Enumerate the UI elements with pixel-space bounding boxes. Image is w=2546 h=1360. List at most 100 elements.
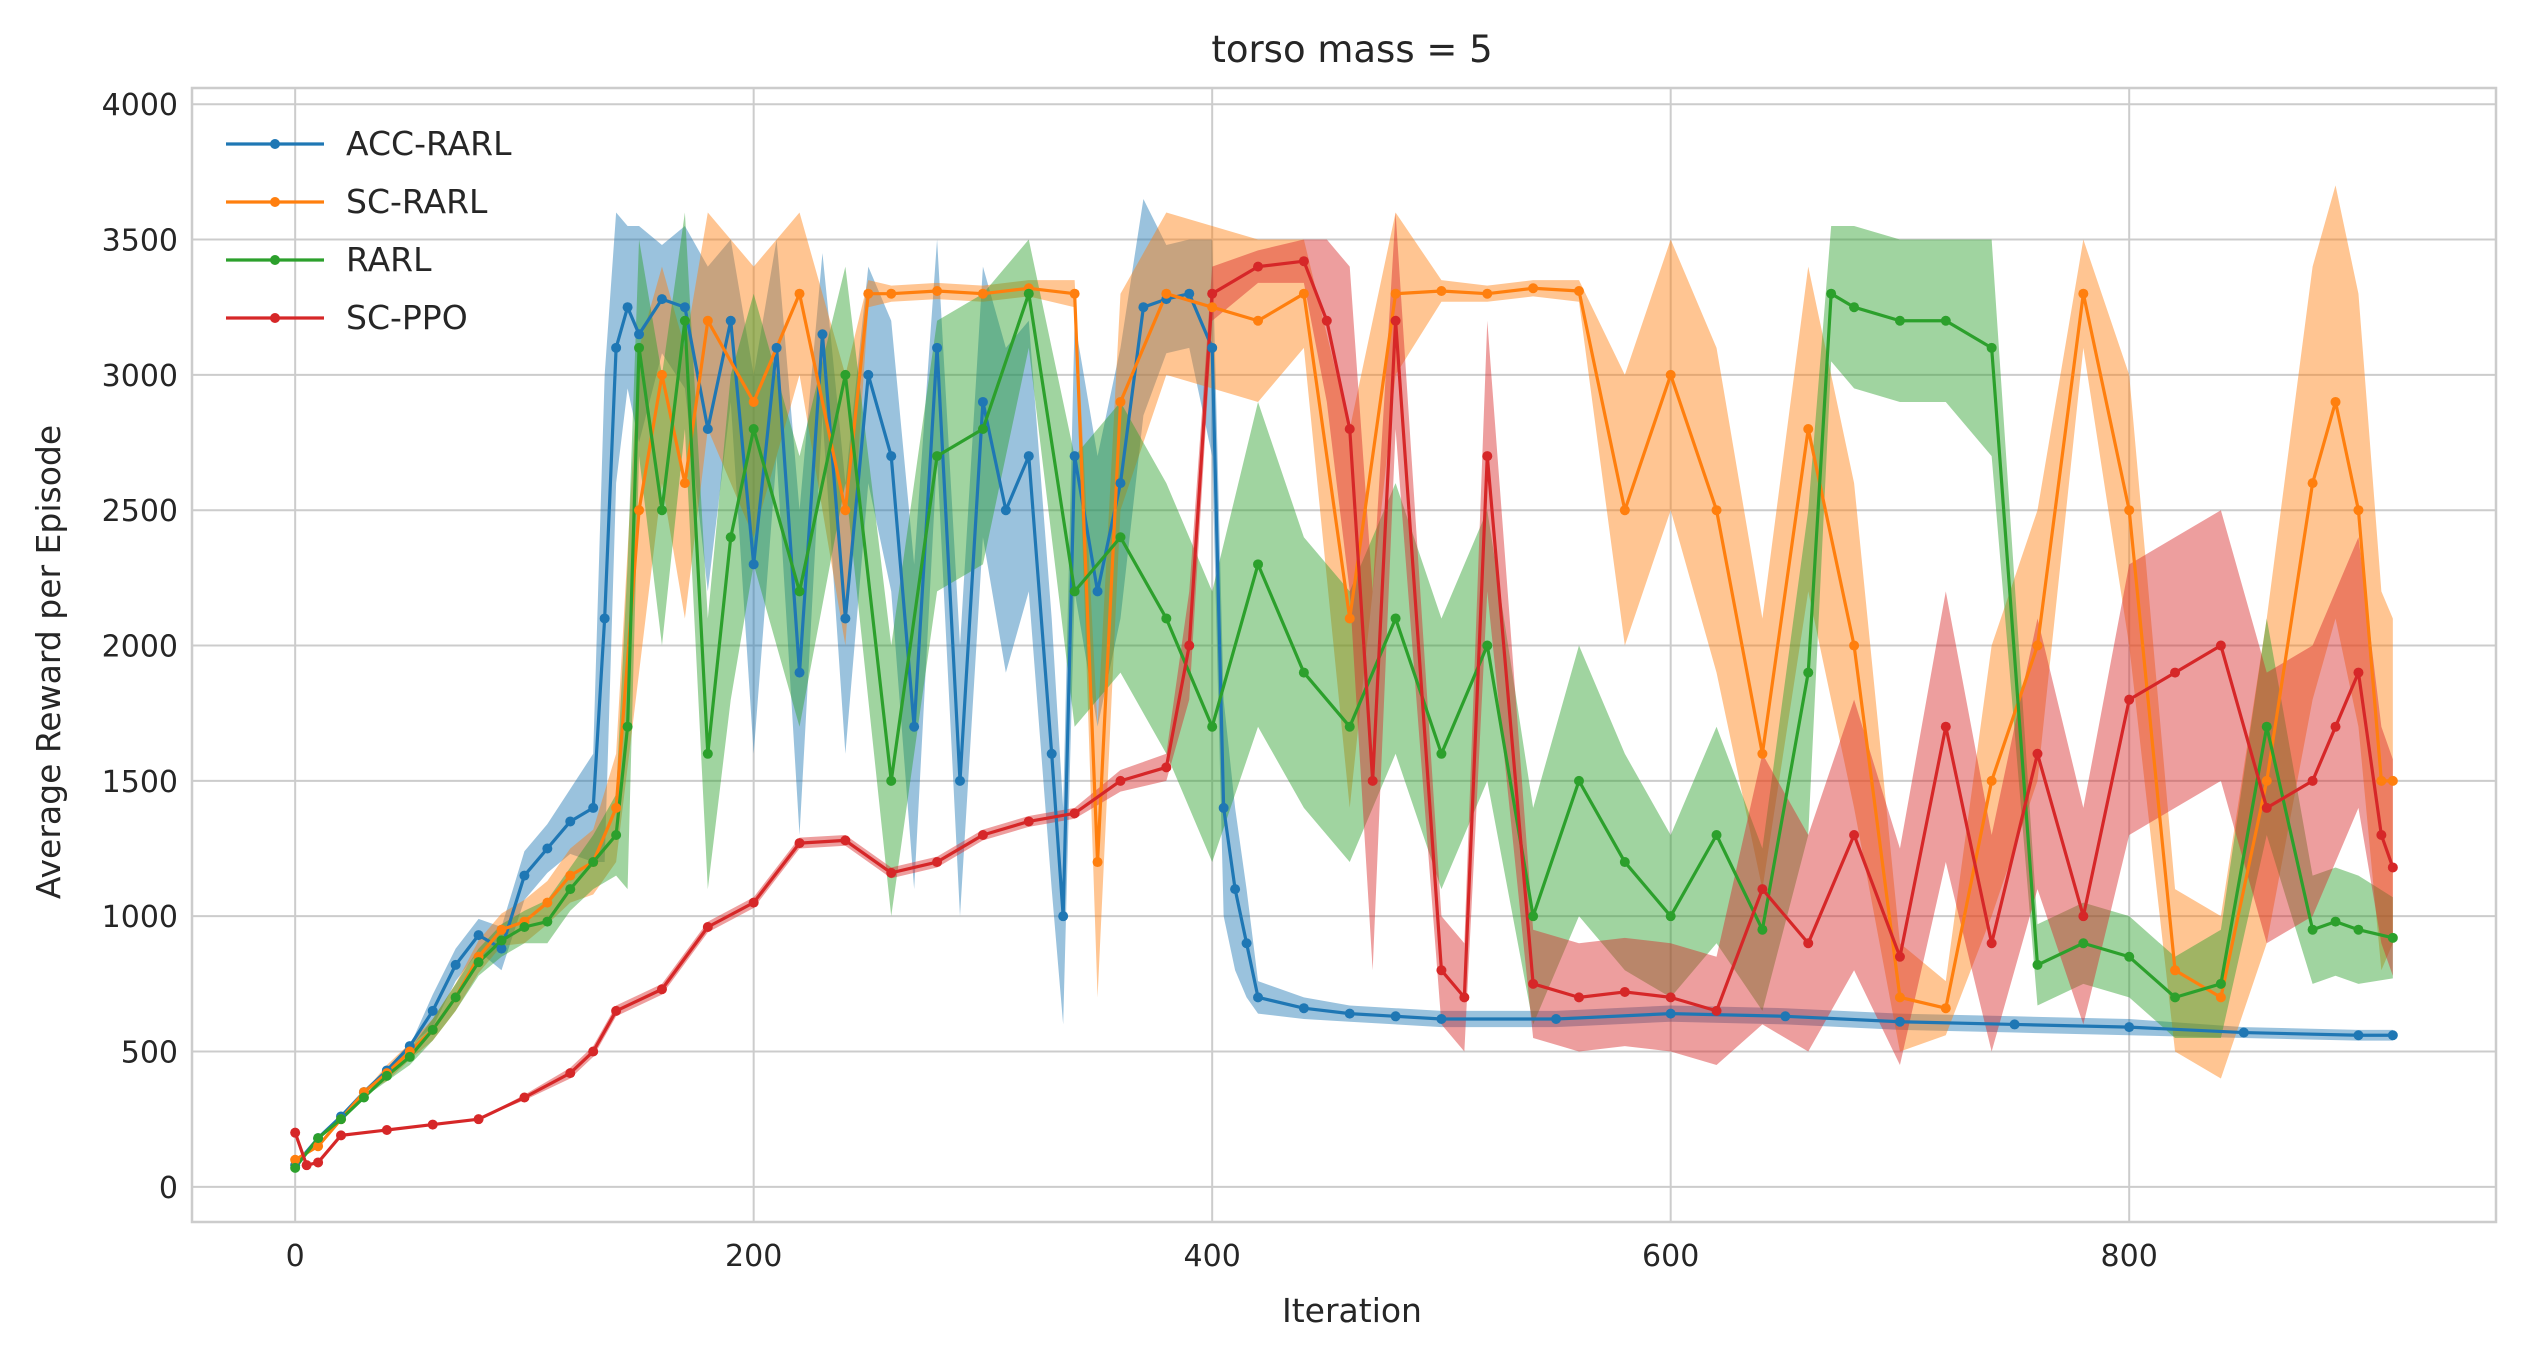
y-tick-label: 1000	[102, 900, 178, 935]
rarl-point	[1528, 911, 1539, 922]
y-tick-label: 2500	[102, 494, 178, 529]
sc-rarl-point	[2330, 396, 2341, 407]
sc-ppo-point	[1298, 256, 1309, 267]
sc-rarl-point	[2124, 505, 2135, 516]
rarl-point	[381, 1070, 392, 1081]
sc-rarl-point	[702, 315, 713, 326]
acc-rarl-point	[473, 930, 484, 941]
sc-ppo-point	[1390, 315, 1401, 326]
sc-ppo-point	[2376, 829, 2387, 840]
sc-ppo-point	[1573, 992, 1584, 1003]
acc-rarl-band	[295, 198, 2393, 1166]
sc-rarl-point	[1069, 288, 1080, 299]
sc-ppo-point	[2330, 721, 2341, 732]
sc-ppo-line	[293, 259, 2395, 1167]
sc-ppo-point	[1367, 775, 1378, 786]
sc-ppo-point	[1665, 992, 1676, 1003]
acc-rarl-point	[542, 843, 553, 854]
sc-rarl-point	[2032, 640, 2043, 651]
acc-rarl-point	[1780, 1011, 1791, 1022]
rarl-point	[473, 957, 484, 968]
acc-rarl-point	[1894, 1016, 1905, 1027]
acc-rarl-point	[450, 959, 461, 970]
x-axis-ticks: 0 200 400 600 800	[286, 1239, 2158, 1274]
rarl-point	[2170, 992, 2181, 1003]
sc-ppo-point	[2032, 748, 2043, 759]
acc-rarl-point	[817, 329, 828, 340]
rarl-point	[2307, 924, 2318, 935]
rarl-point	[1894, 315, 1905, 326]
y-tick-label: 3000	[102, 359, 178, 394]
rarl-point	[519, 921, 530, 932]
acc-rarl-point	[1092, 586, 1103, 597]
rarl-point	[886, 775, 897, 786]
sc-ppo-point	[1986, 938, 1997, 949]
rarl-point	[1940, 315, 1951, 326]
acc-rarl-point	[702, 424, 713, 435]
acc-rarl-point	[794, 667, 805, 678]
rarl-point	[565, 884, 576, 895]
rarl-point	[1573, 775, 1584, 786]
acc-rarl-point	[1390, 1011, 1401, 1022]
sc-rarl-point	[748, 396, 759, 407]
sc-rarl-point	[1619, 505, 1630, 516]
sc-ppo-point	[1253, 261, 1264, 272]
sc-ppo-point	[588, 1046, 599, 1057]
sc-ppo-point	[1161, 762, 1172, 773]
sc-ppo-legend-marker	[270, 313, 280, 323]
rarl-point	[932, 451, 943, 462]
acc-rarl-point	[611, 342, 622, 353]
sc-rarl-point	[1161, 288, 1172, 299]
acc-rarl-point	[1046, 748, 1057, 759]
sc-ppo-point	[1894, 951, 1905, 962]
rarl-legend-marker	[270, 255, 280, 265]
sc-ppo-point	[313, 1157, 324, 1168]
plot-frame	[190, 86, 2498, 1224]
x-tick-label: 600	[1642, 1239, 1699, 1274]
sc-rarl-point	[1757, 748, 1768, 759]
y-tick-label: 3500	[102, 224, 178, 259]
sc-rarl-point	[290, 1154, 301, 1165]
sc-ppo-point	[840, 835, 851, 846]
sc-rarl-point	[2261, 775, 2272, 786]
sc-ppo-point	[2078, 911, 2089, 922]
sc-rarl-point	[2215, 992, 2226, 1003]
sc-ppo-point	[381, 1124, 392, 1135]
acc-rarl-point	[1058, 911, 1069, 922]
sc-ppo-point	[473, 1114, 484, 1125]
rarl-point	[336, 1114, 347, 1125]
acc-rarl-point	[771, 342, 782, 353]
sc-ppo-point	[748, 897, 759, 908]
rarl-point	[977, 424, 988, 435]
sc-rarl-point	[2307, 478, 2318, 489]
acc-rarl-point	[622, 302, 633, 313]
sc-ppo-point	[1528, 978, 1539, 989]
y-tick-label: 4000	[102, 88, 178, 123]
acc-rarl-point	[1115, 478, 1126, 489]
rarl-point	[1826, 288, 1837, 299]
rarl-point	[2330, 916, 2341, 927]
sc-rarl-band	[295, 185, 2393, 1160]
sc-rarl-point	[932, 285, 943, 296]
sc-rarl-point	[565, 870, 576, 881]
sc-ppo-point	[1023, 816, 1034, 827]
sc-rarl-point	[1849, 640, 1860, 651]
sc-rarl-point	[1344, 613, 1355, 624]
acc-rarl-point	[977, 396, 988, 407]
sc-rarl-point	[313, 1141, 324, 1152]
acc-rarl-point	[1184, 288, 1195, 299]
sc-ppo-point	[2387, 862, 2398, 873]
acc-rarl-point	[1023, 451, 1034, 462]
sc-rarl-point	[634, 505, 645, 516]
acc-rarl-point	[1298, 1003, 1309, 1014]
acc-rarl-point	[886, 451, 897, 462]
sc-ppo-point	[427, 1119, 438, 1130]
rarl-point	[450, 992, 461, 1003]
gridlines	[192, 88, 2496, 1222]
sc-ppo-point	[2215, 640, 2226, 651]
sc-rarl-point	[1436, 285, 1447, 296]
acc-rarl-point	[840, 613, 851, 624]
sc-ppo-point	[1803, 938, 1814, 949]
